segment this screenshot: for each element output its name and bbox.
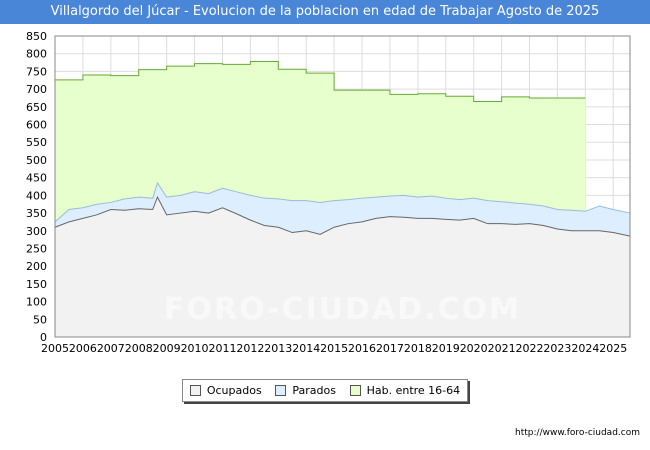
y-tick-label: 350	[26, 207, 47, 220]
legend-swatch-habitantes	[349, 385, 361, 396]
x-tick-label: 2025	[599, 342, 627, 355]
x-tick-label: 2017	[376, 342, 404, 355]
y-tick-label: 100	[26, 296, 47, 309]
plot-frame	[54, 35, 631, 338]
y-tick-label: 750	[26, 65, 47, 78]
legend: Ocupados Parados Hab. entre 16-64	[182, 379, 468, 402]
x-tick-label: 2015	[320, 342, 348, 355]
x-tick-label: 2021	[488, 342, 516, 355]
x-tick-label: 2018	[404, 342, 432, 355]
x-tick-label: 2020	[460, 342, 488, 355]
legend-label-habitantes: Hab. entre 16-64	[366, 384, 461, 397]
y-tick-label: 850	[26, 30, 47, 43]
y-tick-label: 500	[26, 154, 47, 167]
x-tick-label: 2008	[125, 342, 153, 355]
y-tick-label: 550	[26, 136, 47, 149]
x-tick-label: 2010	[181, 342, 209, 355]
line-ocupados	[54, 195, 631, 237]
y-tick-label: 200	[26, 260, 47, 273]
x-tick-label: 2006	[69, 342, 97, 355]
x-tick-label: 2011	[208, 342, 236, 355]
x-tick-label: 2009	[153, 342, 181, 355]
y-tick-label: 800	[26, 48, 47, 61]
legend-item-parados: Parados	[275, 384, 336, 397]
legend-label-parados: Parados	[292, 384, 336, 397]
y-tick-label: 650	[26, 101, 47, 114]
x-tick-label: 2016	[348, 342, 376, 355]
line-parados	[54, 181, 631, 223]
y-tick-label: 0	[40, 331, 47, 344]
line-habitantes	[55, 60, 586, 103]
watermark: FORO-CIUDAD.COM	[164, 292, 521, 327]
x-tick-label: 2019	[432, 342, 460, 355]
x-tick-label: 2024	[571, 342, 599, 355]
y-tick-label: 700	[26, 83, 47, 96]
y-tick-label: 50	[33, 313, 47, 326]
x-tick-label: 2023	[543, 342, 571, 355]
legend-item-habitantes: Hab. entre 16-64	[349, 384, 461, 397]
chart-title: Villalgordo del Júcar - Evolucion de la …	[50, 4, 600, 19]
legend-swatch-ocupados	[189, 385, 201, 396]
x-tick-label: 2005	[41, 342, 69, 355]
x-tick-label: 2014	[292, 342, 320, 355]
title-bar	[0, 0, 650, 24]
legend-item-ocupados: Ocupados	[189, 384, 262, 397]
y-tick-label: 600	[26, 119, 47, 132]
legend-label-ocupados: Ocupados	[206, 384, 262, 397]
x-tick-label: 2022	[516, 342, 544, 355]
y-tick-label: 300	[26, 225, 47, 238]
y-tick-label: 150	[26, 278, 47, 291]
y-tick-label: 250	[26, 242, 47, 255]
x-tick-label: 2013	[264, 342, 292, 355]
legend-swatch-parados	[275, 385, 287, 396]
source-url: http://www.foro-ciudad.com	[515, 428, 640, 438]
area-ocupados	[55, 197, 630, 337]
x-tick-label: 2007	[97, 342, 125, 355]
x-tick-label: 2012	[236, 342, 264, 355]
y-tick-label: 400	[26, 189, 47, 202]
y-tick-label: 450	[26, 172, 47, 185]
